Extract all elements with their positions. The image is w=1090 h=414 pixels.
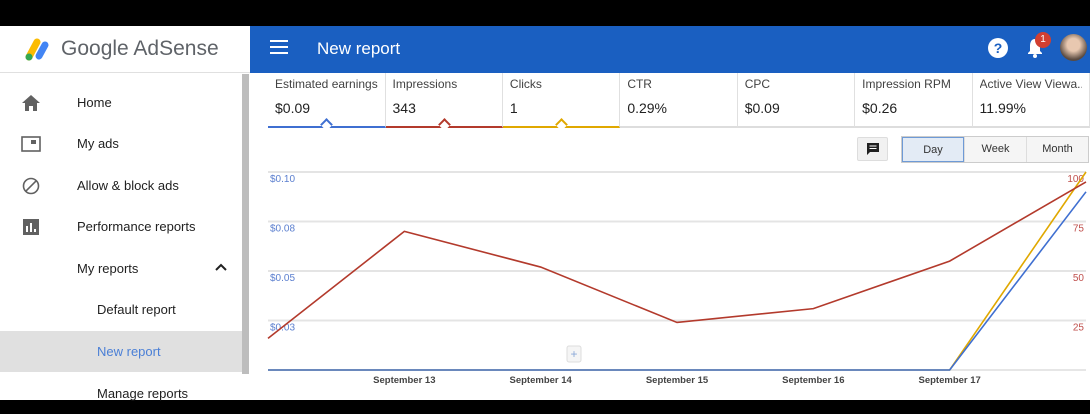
period-selector: Day Week Month [901,136,1089,163]
sidebar-item-label: Allow & block ads [77,178,179,193]
logo[interactable]: Google AdSense [0,26,250,73]
metric-value: 343 [392,100,416,116]
x-axis-tick: September 16 [782,375,844,386]
sidebar-item-label: My ads [77,136,119,151]
menu-icon[interactable] [270,40,288,54]
bar-chart-icon [23,219,39,235]
metric-name: CPC [744,77,771,91]
page-title: New report [317,39,401,58]
metric-card-impression-rpm[interactable]: Impression RPM $0.26 [855,73,973,128]
metric-name: Impressions [392,77,458,91]
performance-chart: $0.10 $0.08 $0.05 $0.03 100 75 50 25 September 1… [267,171,1087,386]
chevron-up-icon[interactable] [215,263,227,271]
right-axis-tick: 100 [1067,174,1084,185]
metric-card-cpc[interactable]: CPC $0.09 [737,73,856,128]
left-axis-tick: $0.10 [270,174,295,185]
metric-name: Estimated earnings [275,77,378,91]
sidebar-item-label: My reports [77,261,139,276]
metric-value: 1 [509,100,518,116]
sidebar-item-label: New report [97,344,161,359]
sidebar-item-manage-reports[interactable]: Manage reports [0,373,242,414]
adsense-logo-icon [25,38,49,61]
app: Google AdSense Home My ads Allow & block… [0,26,1090,401]
metric-card-active-view[interactable]: Active View Viewa... 11.99% [972,73,1090,128]
sidebar-item-label: Manage reports [97,386,189,401]
right-axis-tick: 25 [1073,323,1085,334]
x-axis-tick: September 17 [919,375,981,386]
home-icon [22,95,40,111]
annotation-button[interactable] [857,137,888,161]
sidebar-item-allow-block-ads[interactable]: Allow & block ads [0,165,242,206]
right-axis-tick: 75 [1073,224,1085,235]
metric-name: Clicks [509,77,542,91]
x-axis-tick: September 13 [373,375,435,386]
notification-badge: 1 [1035,32,1051,48]
sidebar-item-default-report[interactable]: Default report [0,289,242,330]
period-week-button[interactable]: Week [964,137,1026,162]
block-icon [22,177,40,195]
left-axis-tick: $0.03 [270,323,295,334]
metric-cards: Estimated earnings $0.09 Impressions 343 C… [268,73,1090,131]
right-axis-tick: 50 [1073,273,1085,284]
metric-value: $0.09 [275,100,311,116]
sidebar-item-performance-reports[interactable]: Performance reports [0,206,242,247]
left-axis-tick: $0.08 [270,224,295,235]
metric-card-clicks[interactable]: Clicks 1 [502,73,621,131]
metric-name: Active View Viewa... [979,77,1083,91]
sidebar-scrollbar[interactable] [242,74,249,374]
ad-unit-icon [21,136,41,152]
top-app-bar: New report ? 1 [250,26,1090,73]
sidebar-item-label: Home [77,95,112,110]
metric-value: $0.26 [862,100,898,116]
sidebar: Google AdSense Home My ads Allow & block… [0,26,250,401]
comment-icon [866,143,879,155]
period-month-button[interactable]: Month [1026,137,1088,162]
x-axis-tick: September 14 [510,375,573,386]
sidebar-item-label: Default report [97,302,176,317]
metric-card-ctr[interactable]: CTR 0.29% [620,73,738,128]
metric-value: $0.09 [744,100,780,116]
help-icon[interactable]: ? [988,38,1008,58]
series-line-estimated-earnings [268,191,1087,371]
period-day-button[interactable]: Day [902,137,964,162]
left-axis-tick: $0.05 [270,273,295,284]
sidebar-item-new-report[interactable]: New report [0,331,242,372]
metric-name: Impression RPM [862,77,951,91]
sidebar-item-home[interactable]: Home [0,82,242,123]
metric-card-impressions[interactable]: Impressions 343 [385,73,503,131]
add-annotation-marker[interactable] [566,345,582,363]
metric-value: 0.29% [627,100,668,116]
metric-name: CTR [627,77,652,91]
series-line-impressions [267,181,1087,339]
app-name: Google AdSense [61,37,219,60]
x-axis-tick: September 15 [646,375,709,386]
avatar[interactable] [1060,34,1087,61]
sidebar-item-my-ads[interactable]: My ads [0,123,242,164]
metric-value: 11.99% [979,100,1026,116]
metric-card-estimated-earnings[interactable]: Estimated earnings $0.09 [268,73,386,131]
plus-icon: + [570,347,577,361]
sidebar-item-label: Performance reports [77,219,196,234]
sidebar-item-my-reports[interactable]: My reports [0,248,242,289]
